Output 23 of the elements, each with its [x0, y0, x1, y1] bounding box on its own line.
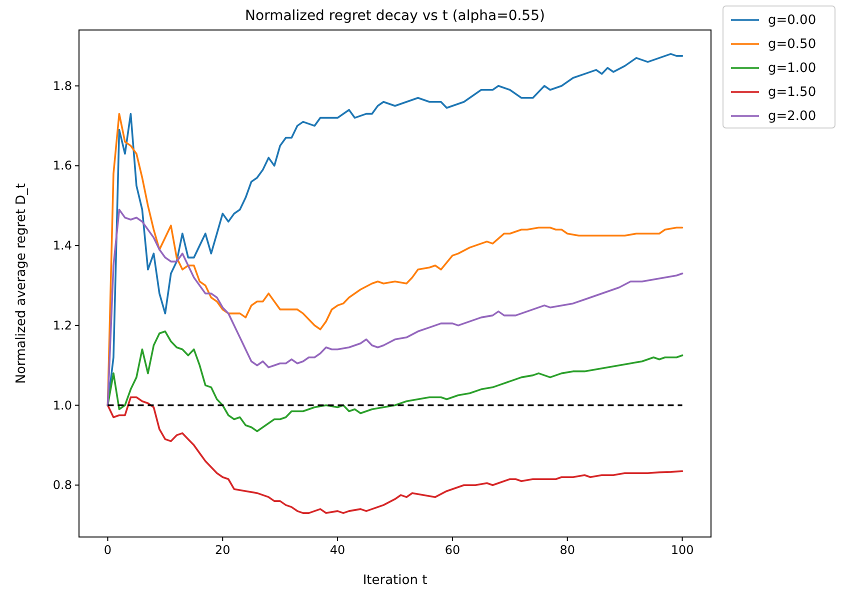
legend-label: g=0.50	[768, 37, 816, 52]
legend-label: g=0.00	[768, 13, 816, 28]
x-axis-title: Iteration t	[362, 573, 428, 588]
legend-label: g=2.00	[768, 109, 816, 124]
line-series	[106, 396, 684, 514]
x-tick-label: 20	[214, 543, 230, 557]
y-tick-label: 1.4	[52, 238, 72, 253]
y-tick-label: 0.8	[52, 478, 72, 492]
chart-title: Normalized regret decay vs t (alpha=0.55)	[245, 8, 545, 24]
line-series	[106, 330, 684, 432]
y-tick-label: 1.6	[52, 158, 72, 173]
x-tick-label: 0	[104, 543, 112, 557]
y-axis-title: Normalized average regret D_t	[14, 183, 29, 384]
y-tick-label: 1.0	[52, 398, 72, 412]
line-series	[106, 208, 684, 406]
legend-label: g=1.00	[768, 61, 816, 76]
x-tick-label: 80	[560, 543, 576, 557]
x-tick-label: 100	[670, 543, 694, 557]
y-tick-label: 1.2	[52, 318, 72, 332]
y-tick-label: 1.8	[52, 78, 72, 93]
x-tick-label: 60	[444, 543, 460, 557]
legend-label: g=1.50	[768, 85, 816, 100]
x-tick-label: 40	[330, 543, 346, 557]
